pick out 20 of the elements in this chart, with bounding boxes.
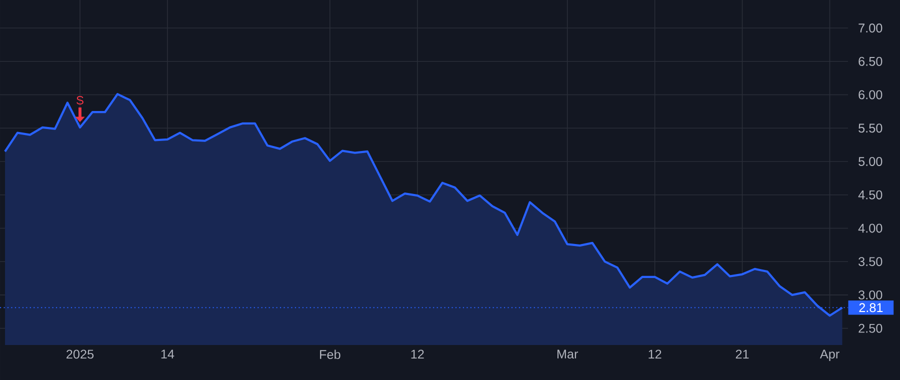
y-tick-label: 5.50 <box>858 124 882 133</box>
y-tick-label: 4.00 <box>858 224 882 233</box>
ref-line-label: 2.81 <box>859 303 883 312</box>
x-tick-label: 12 <box>411 350 424 359</box>
x-tick-label: Mar <box>557 350 578 359</box>
x-tick-label: 21 <box>736 350 749 359</box>
y-tick-label: 3.50 <box>858 257 882 266</box>
y-tick-label: 7.00 <box>858 24 882 33</box>
x-tick-label: Apr <box>820 350 840 362</box>
y-tick-label: 6.50 <box>858 56 882 66</box>
y-tick-label: 4.50 <box>858 190 882 200</box>
y-tick-label: 2.50 <box>858 324 882 333</box>
annotation: S <box>76 96 84 105</box>
y-tick-label: 5.00 <box>858 157 882 166</box>
y-tick-label: 3.00 <box>858 290 882 300</box>
x-tick-label: Feb <box>320 350 340 360</box>
x-tick-label: 2025 <box>66 350 94 359</box>
x-tick-label: 14 <box>161 350 174 358</box>
x-tick-label: 12 <box>648 350 662 359</box>
y-tick-label: 6.00 <box>858 90 882 100</box>
